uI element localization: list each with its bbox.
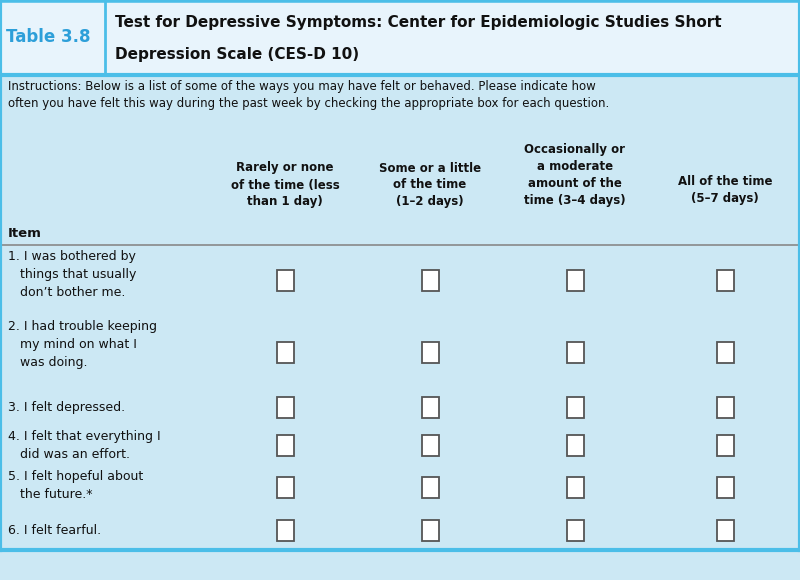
FancyBboxPatch shape	[566, 342, 583, 363]
FancyBboxPatch shape	[422, 270, 438, 291]
FancyBboxPatch shape	[566, 270, 583, 291]
Bar	[0, 465, 800, 510]
Text: Some or a little
of the time
(1–2 days): Some or a little of the time (1–2 days)	[379, 161, 481, 208]
Text: Table 3.8: Table 3.8	[6, 28, 90, 46]
FancyBboxPatch shape	[277, 434, 294, 455]
Text: Occasionally or
a moderate
amount of the
time (3–4 days): Occasionally or a moderate amount of the…	[524, 143, 626, 207]
Bar	[0, 245, 800, 315]
Text: Rarely or none
of the time (less
than 1 day): Rarely or none of the time (less than 1 …	[230, 161, 339, 208]
Text: 2. I had trouble keeping
   my mind on what I
   was doing.: 2. I had trouble keeping my mind on what…	[8, 320, 157, 369]
FancyBboxPatch shape	[717, 342, 734, 363]
Text: Instructions: Below is a list of some of the ways you may have felt or behaved. : Instructions: Below is a list of some of…	[8, 80, 596, 93]
FancyBboxPatch shape	[277, 342, 294, 363]
FancyBboxPatch shape	[277, 270, 294, 291]
FancyBboxPatch shape	[277, 477, 294, 498]
FancyBboxPatch shape	[717, 434, 734, 455]
Text: 4. I felt that everything I
   did was an effort.: 4. I felt that everything I did was an e…	[8, 430, 161, 461]
Text: 3. I felt depressed.: 3. I felt depressed.	[8, 401, 125, 414]
FancyBboxPatch shape	[717, 520, 734, 541]
FancyBboxPatch shape	[566, 434, 583, 455]
FancyBboxPatch shape	[566, 397, 583, 418]
Bar	[0, 425, 800, 465]
FancyBboxPatch shape	[422, 434, 438, 455]
Text: Item: Item	[8, 227, 42, 240]
FancyBboxPatch shape	[566, 477, 583, 498]
Text: often you have felt this way during the past week by checking the appropriate bo: often you have felt this way during the …	[8, 97, 610, 110]
Bar	[0, 390, 800, 425]
FancyBboxPatch shape	[566, 520, 583, 541]
Text: 5. I felt hopeful about
   the future.*: 5. I felt hopeful about the future.*	[8, 470, 143, 501]
Text: Depression Scale (CES-D 10): Depression Scale (CES-D 10)	[115, 48, 359, 63]
Bar	[0, 0, 800, 75]
Bar	[0, 510, 800, 550]
Bar	[0, 315, 800, 390]
FancyBboxPatch shape	[422, 520, 438, 541]
FancyBboxPatch shape	[422, 477, 438, 498]
FancyBboxPatch shape	[717, 270, 734, 291]
Text: 1. I was bothered by
   things that usually
   don’t bother me.: 1. I was bothered by things that usually…	[8, 250, 136, 299]
FancyBboxPatch shape	[717, 397, 734, 418]
FancyBboxPatch shape	[277, 397, 294, 418]
FancyBboxPatch shape	[717, 477, 734, 498]
FancyBboxPatch shape	[422, 342, 438, 363]
Bar	[0, 75, 800, 115]
FancyBboxPatch shape	[422, 397, 438, 418]
Text: Test for Depressive Symptoms: Center for Epidemiologic Studies Short: Test for Depressive Symptoms: Center for…	[115, 14, 722, 30]
Text: 6. I felt fearful.: 6. I felt fearful.	[8, 524, 101, 536]
FancyBboxPatch shape	[277, 520, 294, 541]
Bar	[0, 115, 800, 245]
Text: All of the time
(5–7 days): All of the time (5–7 days)	[678, 175, 772, 205]
